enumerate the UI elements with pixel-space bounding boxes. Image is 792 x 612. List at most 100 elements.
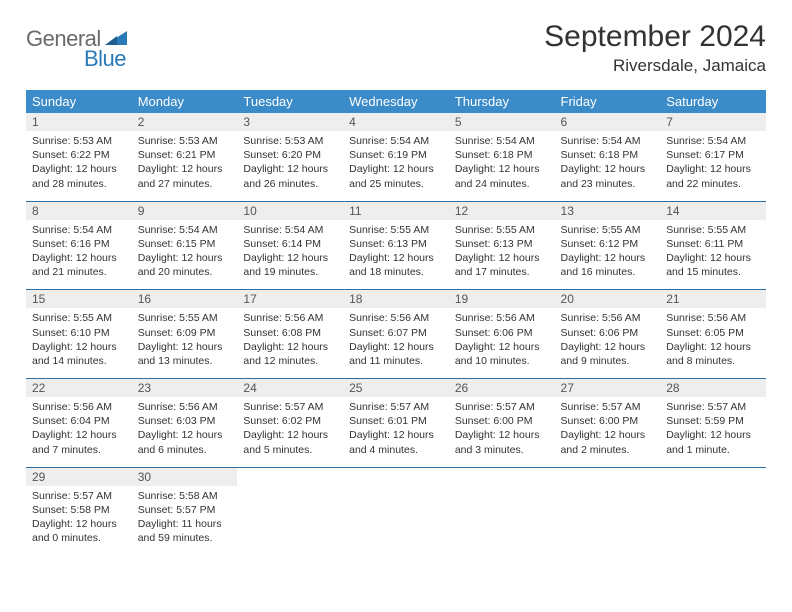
daylight-line2: and 6 minutes. [138, 443, 232, 457]
sunset-text: Sunset: 6:16 PM [32, 237, 126, 251]
logo-word-blue: Blue [84, 46, 129, 72]
daylight-line1: Daylight: 12 hours [138, 251, 232, 265]
day-number: 10 [237, 202, 343, 220]
daylight-line1: Daylight: 12 hours [455, 340, 549, 354]
dow-saturday: Saturday [660, 90, 766, 113]
daylight-line2: and 24 minutes. [455, 177, 549, 191]
daylight-line2: and 14 minutes. [32, 354, 126, 368]
day-number: 26 [449, 379, 555, 397]
day-number: 24 [237, 379, 343, 397]
day-details: Sunrise: 5:55 AMSunset: 6:09 PMDaylight:… [132, 308, 238, 378]
sunrise-text: Sunrise: 5:57 AM [455, 400, 549, 414]
daylight-line2: and 10 minutes. [455, 354, 549, 368]
sunrise-text: Sunrise: 5:56 AM [138, 400, 232, 414]
sunset-text: Sunset: 6:18 PM [455, 148, 549, 162]
sunset-text: Sunset: 5:58 PM [32, 503, 126, 517]
sunrise-text: Sunrise: 5:55 AM [349, 223, 443, 237]
daylight-line1: Daylight: 12 hours [349, 251, 443, 265]
day-number: 6 [555, 113, 661, 131]
sunrise-text: Sunrise: 5:54 AM [455, 134, 549, 148]
daylight-line2: and 11 minutes. [349, 354, 443, 368]
sunrise-text: Sunrise: 5:55 AM [666, 223, 760, 237]
sunset-text: Sunset: 5:57 PM [138, 503, 232, 517]
daylight-line1: Daylight: 12 hours [666, 340, 760, 354]
daylight-line1: Daylight: 12 hours [138, 162, 232, 176]
day-cell: 22Sunrise: 5:56 AMSunset: 6:04 PMDayligh… [26, 379, 132, 467]
daylight-line2: and 20 minutes. [138, 265, 232, 279]
sunset-text: Sunset: 5:59 PM [666, 414, 760, 428]
daylight-line2: and 16 minutes. [561, 265, 655, 279]
day-cell: 7Sunrise: 5:54 AMSunset: 6:17 PMDaylight… [660, 113, 766, 201]
daylight-line2: and 15 minutes. [666, 265, 760, 279]
daylight-line2: and 8 minutes. [666, 354, 760, 368]
daylight-line2: and 19 minutes. [243, 265, 337, 279]
day-cell: 14Sunrise: 5:55 AMSunset: 6:11 PMDayligh… [660, 201, 766, 289]
location-label: Riversdale, Jamaica [544, 56, 766, 76]
day-number: 23 [132, 379, 238, 397]
day-details: Sunrise: 5:56 AMSunset: 6:07 PMDaylight:… [343, 308, 449, 378]
daylight-line1: Daylight: 12 hours [561, 340, 655, 354]
daylight-line1: Daylight: 11 hours [138, 517, 232, 531]
sunrise-text: Sunrise: 5:57 AM [243, 400, 337, 414]
daylight-line2: and 27 minutes. [138, 177, 232, 191]
day-cell: 2Sunrise: 5:53 AMSunset: 6:21 PMDaylight… [132, 113, 238, 201]
sunrise-text: Sunrise: 5:53 AM [138, 134, 232, 148]
sunrise-text: Sunrise: 5:55 AM [138, 311, 232, 325]
daylight-line2: and 59 minutes. [138, 531, 232, 545]
day-cell: 6Sunrise: 5:54 AMSunset: 6:18 PMDaylight… [555, 113, 661, 201]
daylight-line1: Daylight: 12 hours [32, 340, 126, 354]
day-cell: 21Sunrise: 5:56 AMSunset: 6:05 PMDayligh… [660, 290, 766, 378]
daylight-line1: Daylight: 12 hours [455, 162, 549, 176]
dow-monday: Monday [132, 90, 238, 113]
day-cell [237, 467, 343, 555]
sunrise-text: Sunrise: 5:57 AM [666, 400, 760, 414]
daylight-line2: and 22 minutes. [666, 177, 760, 191]
day-number: 25 [343, 379, 449, 397]
day-details: Sunrise: 5:56 AMSunset: 6:06 PMDaylight:… [449, 308, 555, 378]
daylight-line2: and 12 minutes. [243, 354, 337, 368]
sunset-text: Sunset: 6:12 PM [561, 237, 655, 251]
daylight-line1: Daylight: 12 hours [561, 251, 655, 265]
day-details: Sunrise: 5:57 AMSunset: 6:02 PMDaylight:… [237, 397, 343, 467]
month-title: September 2024 [544, 20, 766, 54]
day-number: 8 [26, 202, 132, 220]
day-number: 29 [26, 468, 132, 486]
sunset-text: Sunset: 6:09 PM [138, 326, 232, 340]
day-cell: 1Sunrise: 5:53 AMSunset: 6:22 PMDaylight… [26, 113, 132, 201]
daylight-line1: Daylight: 12 hours [243, 162, 337, 176]
day-number: 21 [660, 290, 766, 308]
day-cell: 24Sunrise: 5:57 AMSunset: 6:02 PMDayligh… [237, 379, 343, 467]
sunrise-text: Sunrise: 5:56 AM [666, 311, 760, 325]
day-cell: 23Sunrise: 5:56 AMSunset: 6:03 PMDayligh… [132, 379, 238, 467]
sunset-text: Sunset: 6:14 PM [243, 237, 337, 251]
sunset-text: Sunset: 6:15 PM [138, 237, 232, 251]
day-cell: 29Sunrise: 5:57 AMSunset: 5:58 PMDayligh… [26, 467, 132, 555]
daylight-line1: Daylight: 12 hours [32, 517, 126, 531]
sunrise-text: Sunrise: 5:54 AM [349, 134, 443, 148]
day-number: 5 [449, 113, 555, 131]
day-number: 17 [237, 290, 343, 308]
daylight-line1: Daylight: 12 hours [666, 251, 760, 265]
day-number: 30 [132, 468, 238, 486]
sunrise-text: Sunrise: 5:58 AM [138, 489, 232, 503]
daylight-line2: and 18 minutes. [349, 265, 443, 279]
daylight-line2: and 4 minutes. [349, 443, 443, 457]
sunset-text: Sunset: 6:10 PM [32, 326, 126, 340]
day-details: Sunrise: 5:55 AMSunset: 6:12 PMDaylight:… [555, 220, 661, 290]
daylight-line1: Daylight: 12 hours [32, 428, 126, 442]
day-cell: 4Sunrise: 5:54 AMSunset: 6:19 PMDaylight… [343, 113, 449, 201]
day-details: Sunrise: 5:55 AMSunset: 6:13 PMDaylight:… [449, 220, 555, 290]
sunset-text: Sunset: 6:18 PM [561, 148, 655, 162]
day-cell: 19Sunrise: 5:56 AMSunset: 6:06 PMDayligh… [449, 290, 555, 378]
day-number: 15 [26, 290, 132, 308]
day-details: Sunrise: 5:57 AMSunset: 6:00 PMDaylight:… [449, 397, 555, 467]
sunset-text: Sunset: 6:04 PM [32, 414, 126, 428]
sunrise-text: Sunrise: 5:55 AM [32, 311, 126, 325]
sunrise-text: Sunrise: 5:54 AM [243, 223, 337, 237]
day-cell: 12Sunrise: 5:55 AMSunset: 6:13 PMDayligh… [449, 201, 555, 289]
dow-sunday: Sunday [26, 90, 132, 113]
day-details: Sunrise: 5:54 AMSunset: 6:18 PMDaylight:… [449, 131, 555, 201]
day-cell: 3Sunrise: 5:53 AMSunset: 6:20 PMDaylight… [237, 113, 343, 201]
week-row: 15Sunrise: 5:55 AMSunset: 6:10 PMDayligh… [26, 290, 766, 378]
day-cell: 28Sunrise: 5:57 AMSunset: 5:59 PMDayligh… [660, 379, 766, 467]
